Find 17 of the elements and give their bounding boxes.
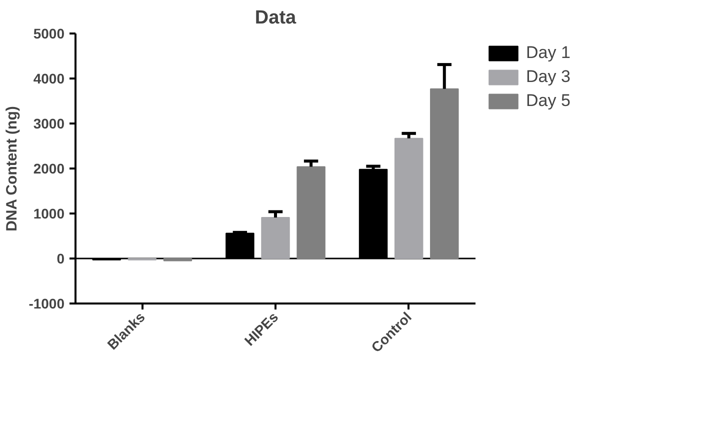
y-tick-label: 0 [56, 250, 65, 266]
legend-label: Day 3 [526, 67, 570, 87]
y-tick-label: 3000 [33, 116, 65, 132]
y-tick-label: 4000 [33, 70, 65, 86]
bar [261, 217, 290, 259]
bar [163, 258, 192, 262]
y-axis-title: DNA Content (ng) [4, 106, 21, 232]
y-tick-label: 2000 [33, 160, 65, 176]
bar [296, 166, 326, 259]
chart-title: Data [254, 8, 297, 28]
y-tick-label: 5000 [33, 26, 65, 42]
y-tick-label: 1000 [33, 206, 65, 222]
bar [430, 88, 459, 259]
y-tick-label: -1000 [28, 296, 65, 312]
legend-label: Day 1 [526, 43, 570, 63]
bar [394, 138, 424, 259]
legend-label: Day 5 [526, 91, 570, 111]
